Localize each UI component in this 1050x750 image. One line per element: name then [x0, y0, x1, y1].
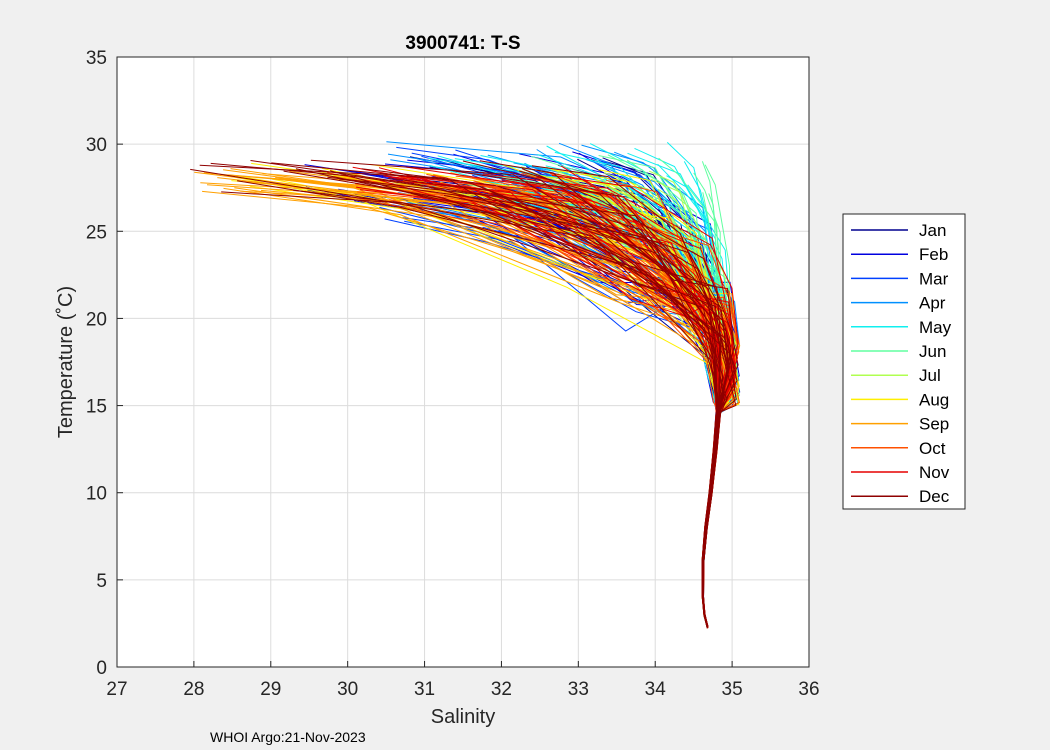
- footer-label: WHOI Argo:21-Nov-2023: [210, 729, 366, 745]
- y-tick-label: 0: [96, 658, 107, 679]
- y-tick-label: 25: [86, 222, 107, 243]
- x-tick-label: 36: [798, 679, 819, 700]
- x-tick-label: 34: [645, 679, 667, 700]
- x-tick-label: 30: [337, 679, 358, 700]
- legend-label-aug: Aug: [919, 390, 949, 409]
- x-axis-ticks: 27 28 29 30 31 32 33 34 35 36: [106, 661, 820, 700]
- y-tick-label: 15: [86, 397, 107, 418]
- legend: Jan Feb Mar Apr May Jun Jul Aug Sep Oct Nov Dec: [842, 213, 966, 510]
- x-tick-label: 28: [183, 679, 204, 700]
- x-tick-label: 35: [722, 679, 743, 700]
- y-tick-label: 20: [86, 309, 107, 330]
- legend-label-jun: Jun: [919, 342, 946, 361]
- profile-line-dec: [453, 170, 737, 627]
- plot-area: [117, 57, 809, 667]
- legend-label-oct: Oct: [919, 439, 946, 458]
- x-tick-label: 27: [106, 679, 127, 700]
- legend-label-jan: Jan: [919, 221, 946, 240]
- profile-lines: [190, 141, 741, 629]
- y-tick-label: 10: [86, 484, 107, 505]
- x-tick-label: 29: [260, 679, 281, 700]
- y-tick-label: 35: [86, 48, 107, 69]
- chart-title: 3900741: T-S: [405, 33, 520, 54]
- y-axis-ticks: 0 5 10 15 20 25 30 35: [86, 48, 123, 679]
- legend-label-dec: Dec: [919, 487, 950, 506]
- legend-label-apr: Apr: [919, 294, 946, 313]
- y-tick-label: 30: [86, 135, 107, 156]
- axes-box: [116, 56, 810, 668]
- legend-label-nov: Nov: [919, 463, 950, 482]
- legend-label-feb: Feb: [919, 245, 948, 264]
- x-tick-label: 32: [491, 679, 512, 700]
- legend-box: [842, 213, 966, 510]
- x-axis-label: Salinity: [431, 706, 495, 728]
- x-tick-label: 31: [414, 679, 435, 700]
- y-axis-label: Temperature (˚C): [55, 286, 77, 438]
- y-tick-label: 5: [96, 571, 107, 592]
- legend-label-mar: Mar: [919, 269, 949, 288]
- legend-label-may: May: [919, 318, 952, 337]
- legend-label-sep: Sep: [919, 415, 949, 434]
- legend-label-jul: Jul: [919, 366, 941, 385]
- x-tick-label: 33: [568, 679, 589, 700]
